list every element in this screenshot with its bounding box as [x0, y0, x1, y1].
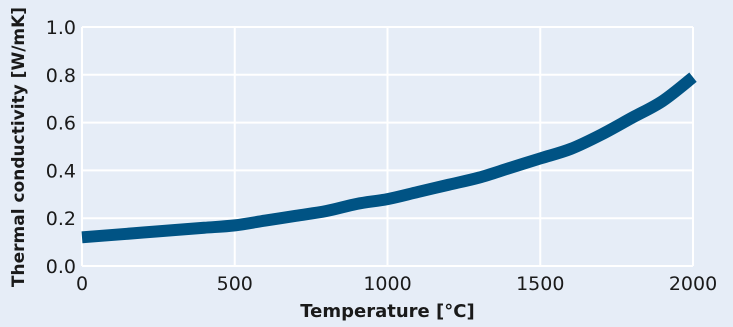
y-axis-label: Thermal conductivity [W/mK] — [9, 7, 29, 287]
y-tick-label: 0.4 — [46, 160, 76, 182]
series-layer — [81, 72, 697, 244]
y-tick-label: 0.0 — [46, 256, 76, 278]
x-tick-label: 0 — [76, 273, 88, 295]
x-axis-ticks: 0 500 1000 1500 2000 — [76, 273, 717, 295]
y-tick-label: 1.0 — [46, 17, 76, 39]
y-tick-label: 0.6 — [46, 113, 76, 135]
x-tick-label: 1000 — [363, 273, 411, 295]
x-tick-label: 2000 — [669, 273, 717, 295]
grid-lines — [81, 26, 694, 267]
y-tick-label: 0.8 — [46, 65, 76, 87]
x-axis-label: Temperature [°C] — [300, 301, 474, 322]
y-axis-ticks: 0.0 0.2 0.4 0.6 0.8 1.0 — [46, 17, 76, 278]
y-tick-label: 0.2 — [46, 208, 76, 230]
x-tick-label: 500 — [217, 273, 253, 295]
series-line — [81, 72, 697, 244]
x-tick-label: 1500 — [516, 273, 564, 295]
